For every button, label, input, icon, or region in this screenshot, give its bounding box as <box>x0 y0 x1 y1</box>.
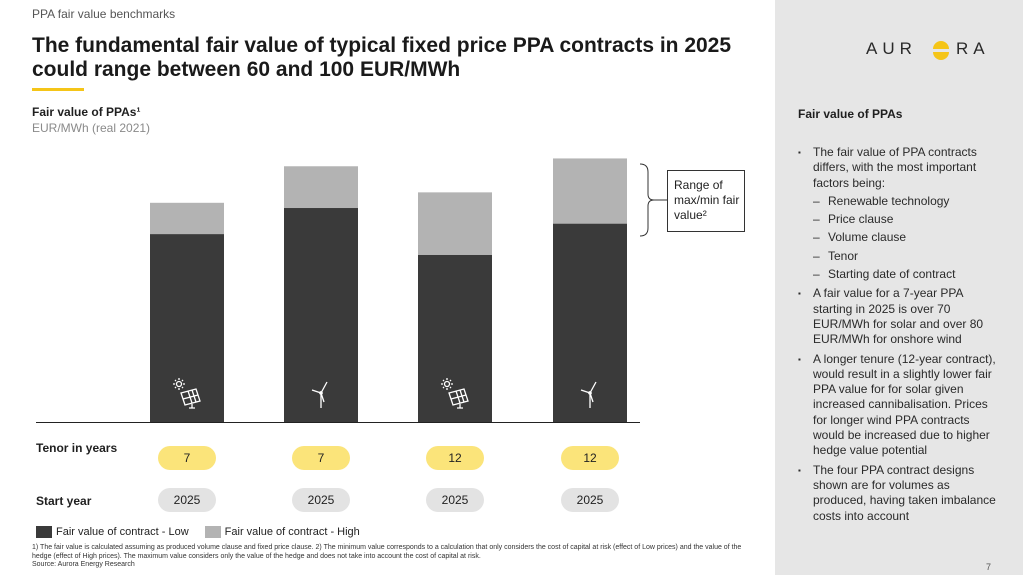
kicker-text: PPA fair value benchmarks <box>32 7 176 21</box>
tenor-row-label: Tenor in years <box>36 441 118 455</box>
sidebar-bullet-1-text: The fair value of PPA contracts differs,… <box>813 145 977 190</box>
sidebar-bullet-4: The four PPA contract designs shown are … <box>798 463 1003 524</box>
bar-low-segment <box>418 254 492 422</box>
aurora-logo: AUR RA <box>866 36 1016 60</box>
tenor-value: 7 <box>184 451 191 465</box>
start-year-pill <box>158 488 216 512</box>
start-year-pill <box>292 488 350 512</box>
range-brace <box>639 163 655 237</box>
start-year-value: 2025 <box>442 493 469 507</box>
start-year-value: 2025 <box>308 493 335 507</box>
source-text: Source: Aurora Energy Research <box>32 561 135 568</box>
solar-panel-icon <box>173 378 201 409</box>
svg-text:AUR: AUR <box>866 39 917 58</box>
chart-legend: Fair value of contract - Low Fair value … <box>36 526 376 538</box>
page-number: 7 <box>986 562 992 572</box>
chart-unit: EUR/MWh (real 2021) <box>32 121 151 135</box>
tenor-value: 12 <box>583 451 597 465</box>
svg-text:RA: RA <box>956 39 990 58</box>
sidebar-sub-item: Price clause <box>813 212 1003 228</box>
wind-turbine-icon <box>580 381 597 408</box>
solar-panel-icon <box>441 378 469 409</box>
footnote: 1) The fair value is calculated assuming… <box>32 544 762 570</box>
wind-turbine-icon <box>311 381 328 408</box>
start-year-value: 2025 <box>174 493 201 507</box>
bar-high-segment <box>418 192 492 255</box>
sidebar-sub-item: Starting date of contract <box>813 267 1003 283</box>
start-year-pill <box>426 488 484 512</box>
bar-chart: 7 7 12 12 2025 2025 2025 2025 <box>36 158 667 512</box>
legend-item-high: Fair value of contract - High <box>204 526 360 538</box>
tenor-pill <box>426 446 484 470</box>
start-year-value: 2025 <box>577 493 604 507</box>
sidebar-sub-item: Volume clause <box>813 230 1003 246</box>
sidebar-sub-item: Tenor <box>813 249 1003 265</box>
title-underline <box>32 88 84 91</box>
chart-title: Fair value of PPAs¹ <box>32 105 141 119</box>
page-title: The fundamental fair value of typical fi… <box>32 34 732 81</box>
range-annotation-box: Range of max/min fair value² <box>667 170 745 232</box>
legend-swatch-high <box>204 526 221 538</box>
sidebar-sub-item: Renewable technology <box>813 194 1003 210</box>
footnote-text: 1) The fair value is calculated assuming… <box>32 544 742 560</box>
legend-item-low: Fair value of contract - Low <box>36 526 189 538</box>
legend-label-high: Fair value of contract - High <box>224 526 360 538</box>
bar-high-segment <box>150 202 224 235</box>
tenor-pill <box>292 446 350 470</box>
sidebar-heading: Fair value of PPAs <box>798 107 903 121</box>
bar-low-segment <box>553 223 627 422</box>
sidebar-bullet-1: The fair value of PPA contracts differs,… <box>798 145 1003 283</box>
bar-low-segment <box>284 208 358 422</box>
legend-label-low: Fair value of contract - Low <box>56 526 189 538</box>
start-year-pill <box>561 488 619 512</box>
sidebar-bullet-3: A longer tenure (12-year contract), woul… <box>798 352 1003 459</box>
bar-high-segment <box>284 166 358 209</box>
sidebar-bullets: The fair value of PPA contracts differs,… <box>798 145 1003 528</box>
tenor-pill <box>158 446 216 470</box>
tenor-pill <box>561 446 619 470</box>
sidebar-bullet-2: A fair value for a 7-year PPA starting i… <box>798 286 1003 347</box>
tenor-value: 7 <box>318 451 325 465</box>
aurora-logo-graphic: AUR RA <box>866 39 990 60</box>
bar-high-segment <box>553 158 627 224</box>
bar-low-segment <box>150 234 224 422</box>
start-year-row-label: Start year <box>36 494 92 508</box>
tenor-value: 12 <box>448 451 462 465</box>
legend-swatch-low <box>36 526 52 538</box>
